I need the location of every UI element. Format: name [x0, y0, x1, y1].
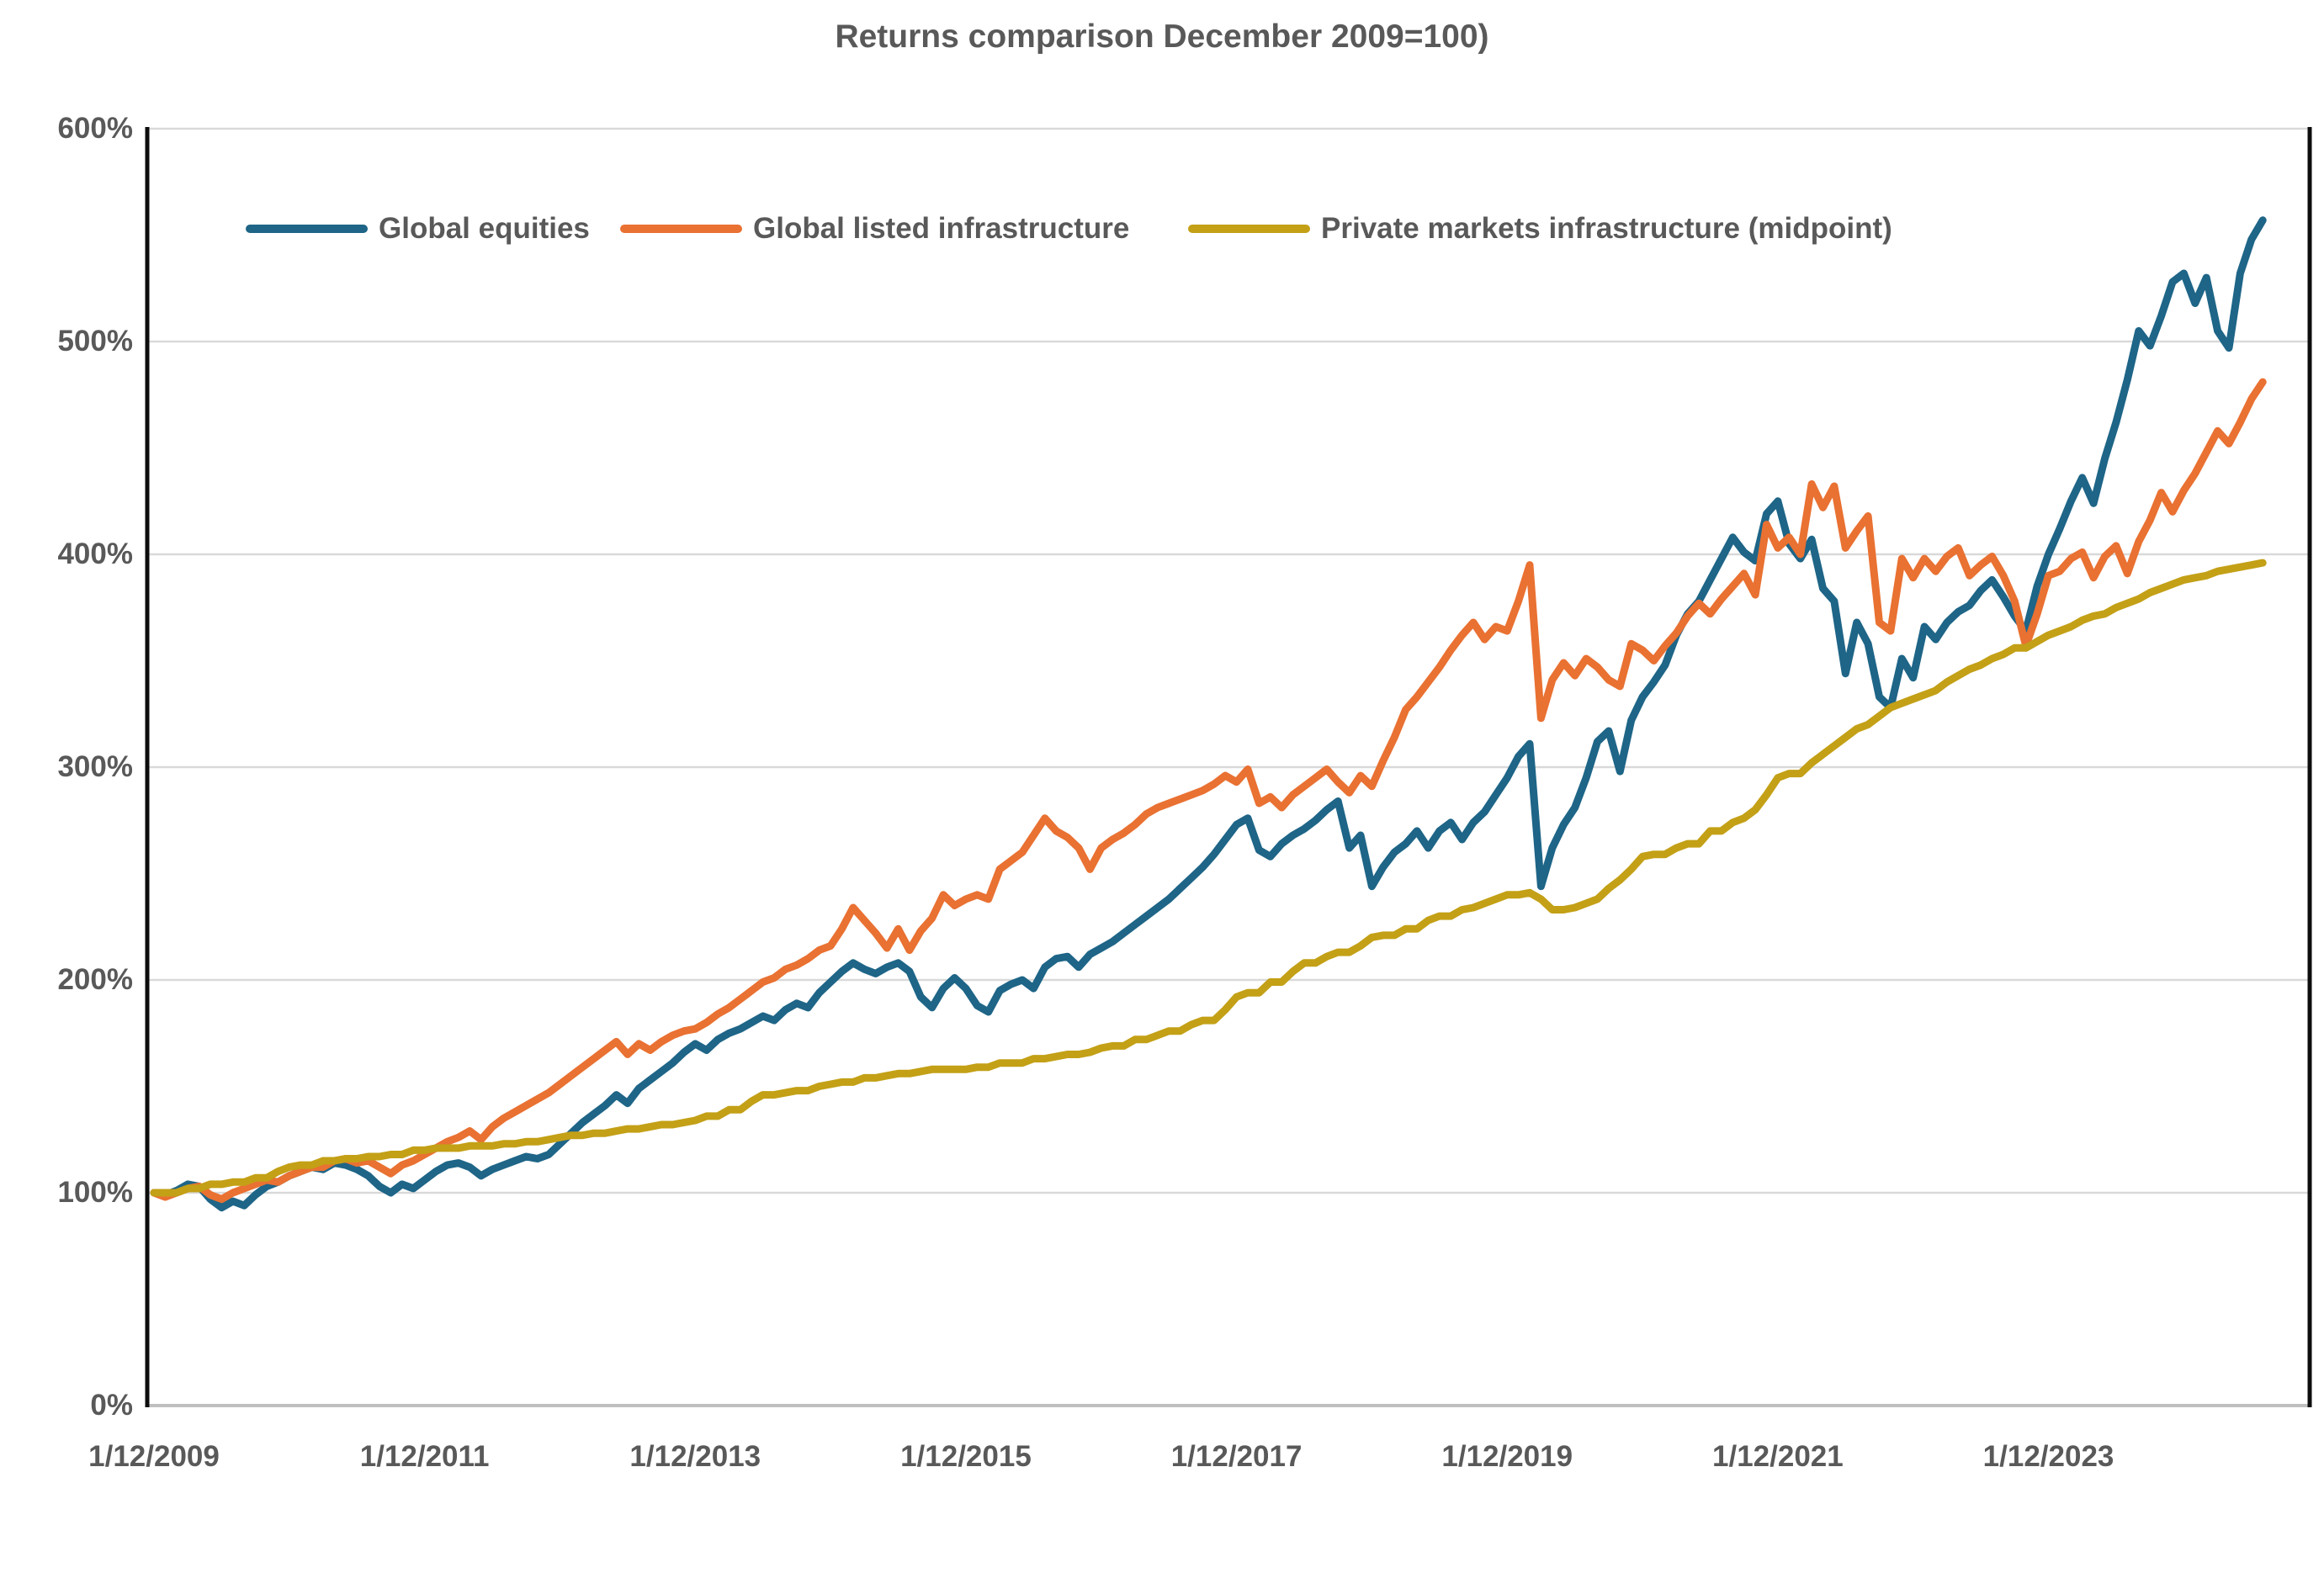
- y-tick-label-200%: 200%: [57, 963, 133, 996]
- legend: Global equities Global listed infrastruc…: [0, 210, 2324, 247]
- legend-item-global-equities[interactable]: Global equities: [246, 210, 590, 247]
- x-tick-label-1-12-2023: 1/12/2023: [1982, 1440, 2114, 1473]
- x-tick-label-1-12-2015: 1/12/2015: [900, 1440, 1032, 1473]
- series-line-private-markets-infrastructure-midpoint: [150, 559, 2267, 1197]
- y-tick-label-600%: 600%: [57, 112, 133, 145]
- legend-swatch-global-listed-infrastructure-icon: [620, 225, 742, 233]
- legend-swatch-private-markets-infrastructure-icon: [1188, 225, 1310, 233]
- legend-label-private-markets-infrastructure: Private markets infrastructure (midpoint…: [1321, 212, 1892, 245]
- legend-item-global-listed-infrastructure[interactable]: Global listed infrastructure: [620, 210, 1129, 247]
- legend-label-global-listed-infrastructure: Global listed infrastructure: [753, 212, 1130, 245]
- legend-swatch-global-equities-icon: [246, 225, 368, 233]
- x-tick-label-1-12-2017: 1/12/2017: [1170, 1440, 1303, 1473]
- x-tick-label-1-12-2013: 1/12/2013: [629, 1440, 761, 1473]
- legend-label-global-equities: Global equities: [379, 212, 590, 245]
- y-tick-label-100%: 100%: [57, 1176, 133, 1209]
- legend-item-private-markets-infrastructure[interactable]: Private markets infrastructure (midpoint…: [1188, 210, 1892, 247]
- series-line-global-equities: [150, 216, 2267, 1212]
- series-line-global-listed-infrastructure: [150, 378, 2267, 1204]
- x-tick-label-1-12-2011: 1/12/2011: [359, 1440, 490, 1473]
- x-tick-label-1-12-2009: 1/12/2009: [88, 1440, 220, 1473]
- y-tick-label-300%: 300%: [57, 750, 133, 783]
- y-tick-label-400%: 400%: [57, 538, 133, 570]
- x-tick-label-1-12-2021: 1/12/2021: [1712, 1440, 1844, 1473]
- y-tick-label-0%: 0%: [90, 1389, 133, 1422]
- x-tick-label-1-12-2019: 1/12/2019: [1441, 1440, 1573, 1473]
- y-tick-label-500%: 500%: [57, 325, 133, 357]
- chart-title: Returns comparison December 2009=100): [835, 19, 1489, 55]
